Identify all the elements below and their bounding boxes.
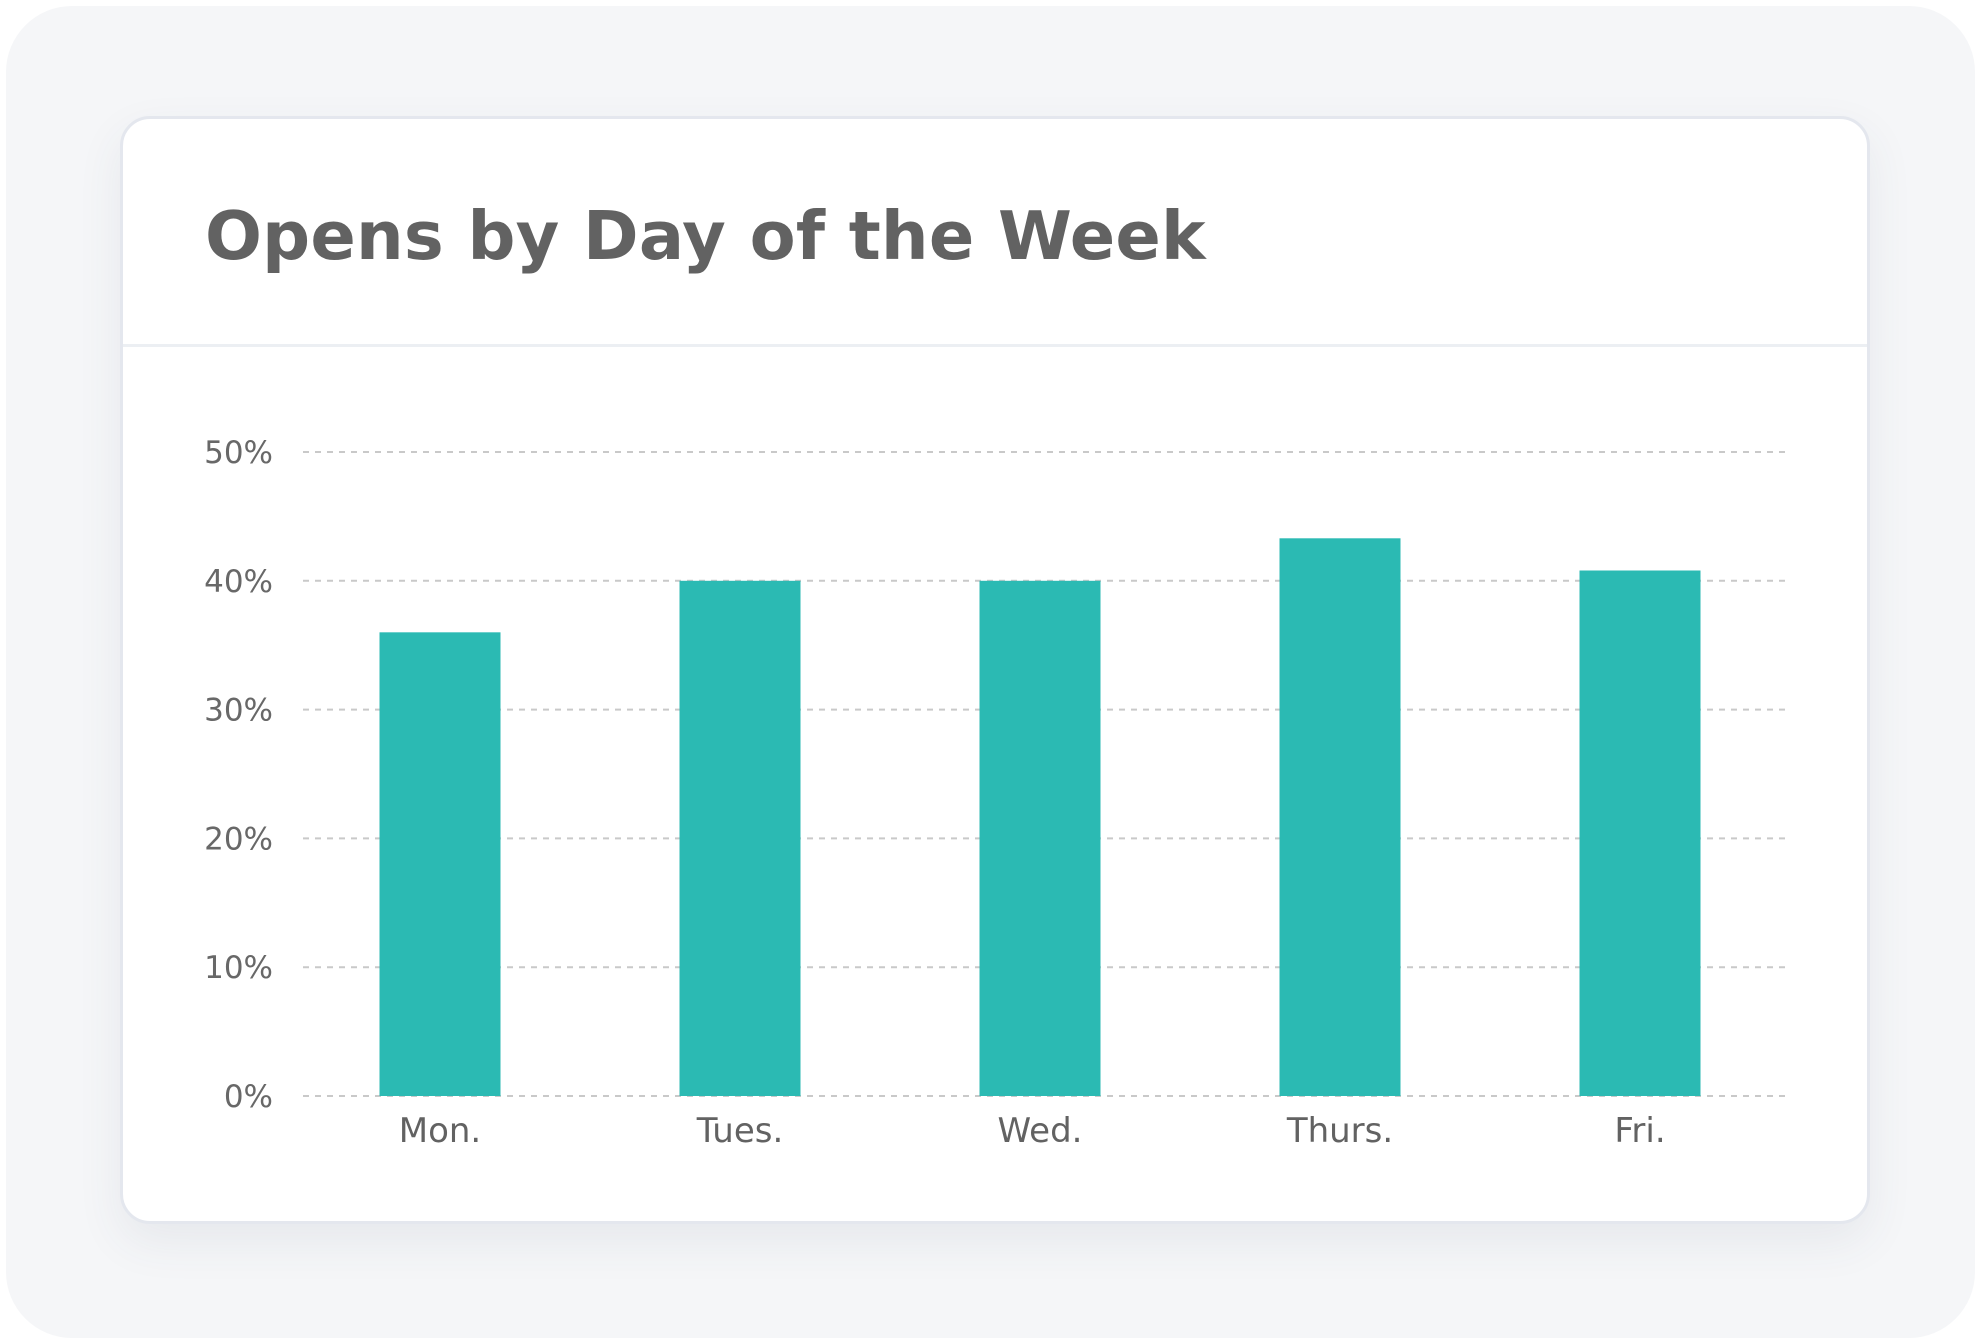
chart-title: Opens by Day of the Week (205, 197, 1206, 275)
bar-fri[interactable] (1579, 570, 1701, 1096)
x-axis-category-labels: Mon. Tues. Wed. Thurs. Fri. (399, 1111, 1666, 1151)
card-header-divider (123, 344, 1867, 347)
bar-tues[interactable] (679, 580, 801, 1096)
bar-wed[interactable] (979, 580, 1101, 1096)
x-category-label-wed: Wed. (998, 1111, 1083, 1151)
y-tick-label-50: 50% (204, 435, 273, 471)
x-category-label-mon: Mon. (399, 1111, 482, 1151)
x-category-label-fri: Fri. (1614, 1111, 1665, 1151)
x-category-label-tues: Tues. (696, 1111, 784, 1151)
y-axis-tick-labels: 0% 10% 20% 30% 40% 50% (204, 435, 273, 1115)
bar-chart: 0% 10% 20% 30% 40% 50% Mon. Tues. Wed. Thurs. Fri… (204, 435, 1786, 1151)
y-tick-label-10: 10% (204, 950, 273, 986)
bars (379, 538, 1701, 1096)
y-tick-label-40: 40% (204, 564, 273, 600)
y-tick-label-0: 0% (224, 1079, 273, 1115)
bar-thurs[interactable] (1279, 538, 1401, 1096)
y-tick-label-20: 20% (204, 821, 273, 857)
bar-mon[interactable] (379, 632, 501, 1096)
x-category-label-thurs: Thurs. (1286, 1111, 1393, 1151)
page-background: Opens by Day of the Week 0% 10% 20% 30% 40% 5… (6, 6, 1975, 1338)
chart-card: Opens by Day of the Week 0% 10% 20% 30% 40% 5… (120, 116, 1870, 1224)
y-tick-label-30: 30% (204, 693, 273, 729)
